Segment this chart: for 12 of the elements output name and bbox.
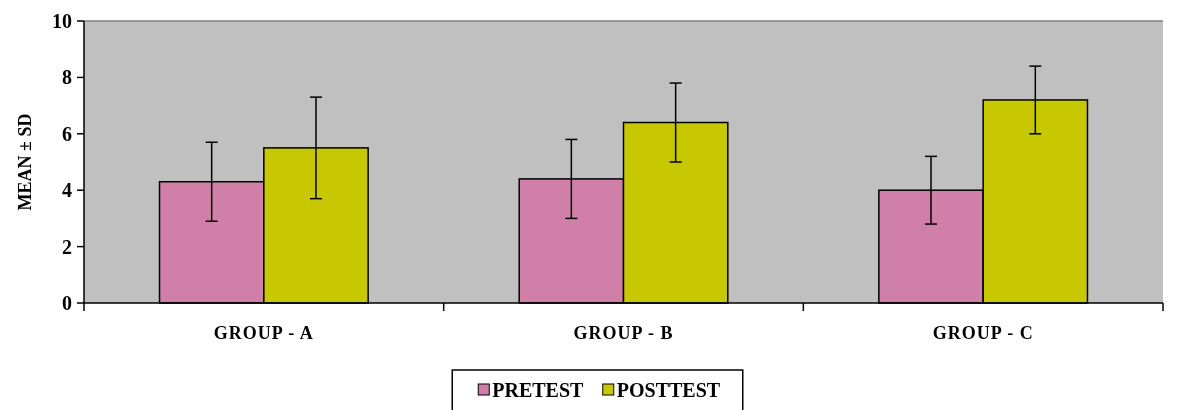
y-tick-label: 6 <box>62 122 72 145</box>
y-tick-label: 10 <box>52 10 72 32</box>
legend-label: POSTTEST <box>616 379 721 401</box>
y-tick-label: 8 <box>62 66 72 89</box>
y-axis-title: MEAN ± SD <box>15 113 35 211</box>
x-tick-label: GROUP - A <box>213 323 314 343</box>
y-tick-label: 4 <box>62 179 72 202</box>
y-tick-label: 2 <box>62 235 72 258</box>
y-tick-label: 0 <box>62 292 72 314</box>
x-tick-label: GROUP - C <box>932 323 1034 343</box>
x-tick-label: GROUP - B <box>573 323 674 343</box>
legend-label: PRETEST <box>492 379 585 401</box>
